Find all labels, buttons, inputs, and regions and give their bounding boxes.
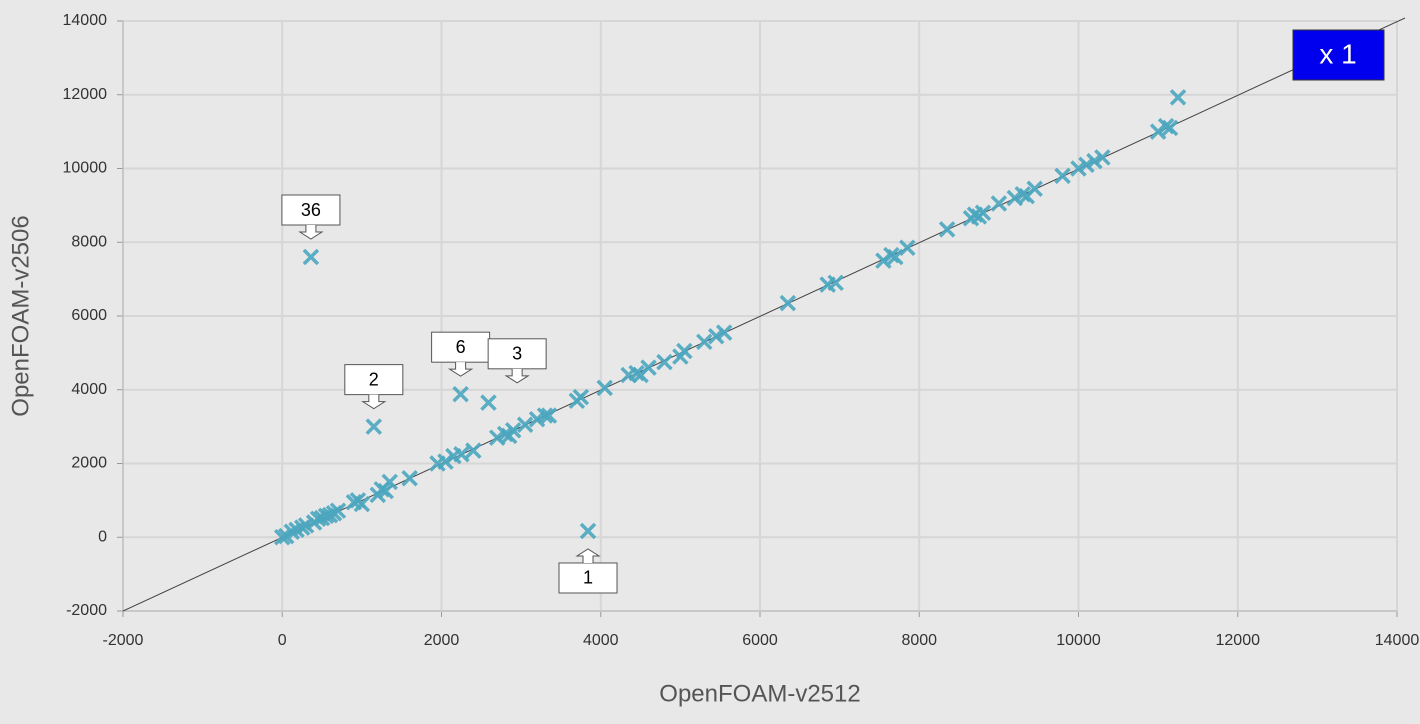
marker xyxy=(1094,149,1111,166)
marker xyxy=(381,473,398,491)
annotation-label: 3 xyxy=(512,344,522,364)
marker xyxy=(353,495,371,513)
marker xyxy=(540,407,558,424)
marker xyxy=(480,394,497,411)
marker xyxy=(640,359,657,376)
marker xyxy=(779,294,797,312)
marker xyxy=(1026,180,1043,198)
y-tick-label: 6000 xyxy=(71,307,107,324)
annotation-box xyxy=(431,331,491,363)
y-axis-label: OpenFOAM-v2506 xyxy=(7,215,34,416)
marker xyxy=(1054,167,1071,185)
y-tick-label: 2000 xyxy=(71,455,107,472)
annotation-box xyxy=(558,562,618,594)
marker xyxy=(453,446,470,463)
annotation-label: 36 xyxy=(301,200,321,220)
annotation-label: 2 xyxy=(369,369,379,389)
marker xyxy=(696,333,713,351)
annotation-box xyxy=(344,364,404,396)
annotation-box xyxy=(281,194,341,226)
marker xyxy=(504,422,522,439)
annotation-arrow xyxy=(361,394,387,410)
marker xyxy=(1169,89,1187,106)
y-tick-label: 8000 xyxy=(71,233,107,250)
annotation-arrow xyxy=(447,362,474,377)
marker xyxy=(452,385,469,403)
annotation-label: 6 xyxy=(456,337,466,357)
x-tick-label: 14000 xyxy=(1375,632,1420,649)
annotation-label: 1 xyxy=(583,568,593,588)
y-tick-label: 0 xyxy=(98,528,107,545)
x-tick-label: -2000 xyxy=(103,632,144,649)
marker xyxy=(516,416,534,434)
marker xyxy=(465,442,482,459)
y-tick-label: 12000 xyxy=(63,86,108,103)
marker xyxy=(1161,119,1179,137)
marker xyxy=(938,221,956,238)
marker xyxy=(676,342,693,360)
marker xyxy=(887,248,904,266)
marker xyxy=(974,204,992,221)
x-tick-label: 0 xyxy=(278,632,287,649)
marker xyxy=(990,195,1008,212)
marker xyxy=(596,379,613,397)
marker xyxy=(715,324,733,341)
marker xyxy=(579,522,597,540)
x-tick-label: 2000 xyxy=(424,632,460,649)
annotation-arrow xyxy=(575,548,601,563)
badge xyxy=(1292,29,1385,81)
marker xyxy=(329,502,347,519)
marker xyxy=(656,353,673,371)
marker xyxy=(899,239,916,257)
marker xyxy=(274,529,291,546)
y-tick-label: 4000 xyxy=(71,381,107,398)
annotation-arrow xyxy=(298,225,324,240)
marker xyxy=(827,274,844,292)
x-tick-label: 6000 xyxy=(742,632,778,649)
marker xyxy=(283,523,301,540)
annotation-arrow xyxy=(504,368,530,384)
x-tick-label: 8000 xyxy=(901,632,937,649)
y-tick-label: 10000 xyxy=(63,160,108,177)
marker xyxy=(401,470,418,487)
x-tick-label: 4000 xyxy=(583,632,619,649)
x-tick-label: 12000 xyxy=(1216,632,1261,649)
marker xyxy=(572,388,590,406)
y-tick-label: -2000 xyxy=(66,602,107,619)
y-tick-label: 14000 xyxy=(63,12,108,29)
x-tick-label: 10000 xyxy=(1056,632,1101,649)
x-axis-label: OpenFOAM-v2512 xyxy=(659,680,860,707)
marker xyxy=(365,418,383,435)
marker xyxy=(302,248,320,266)
marker xyxy=(536,407,554,424)
annotation-box xyxy=(487,338,547,370)
badge-label: x 1 xyxy=(1319,38,1356,69)
marker xyxy=(377,482,395,500)
